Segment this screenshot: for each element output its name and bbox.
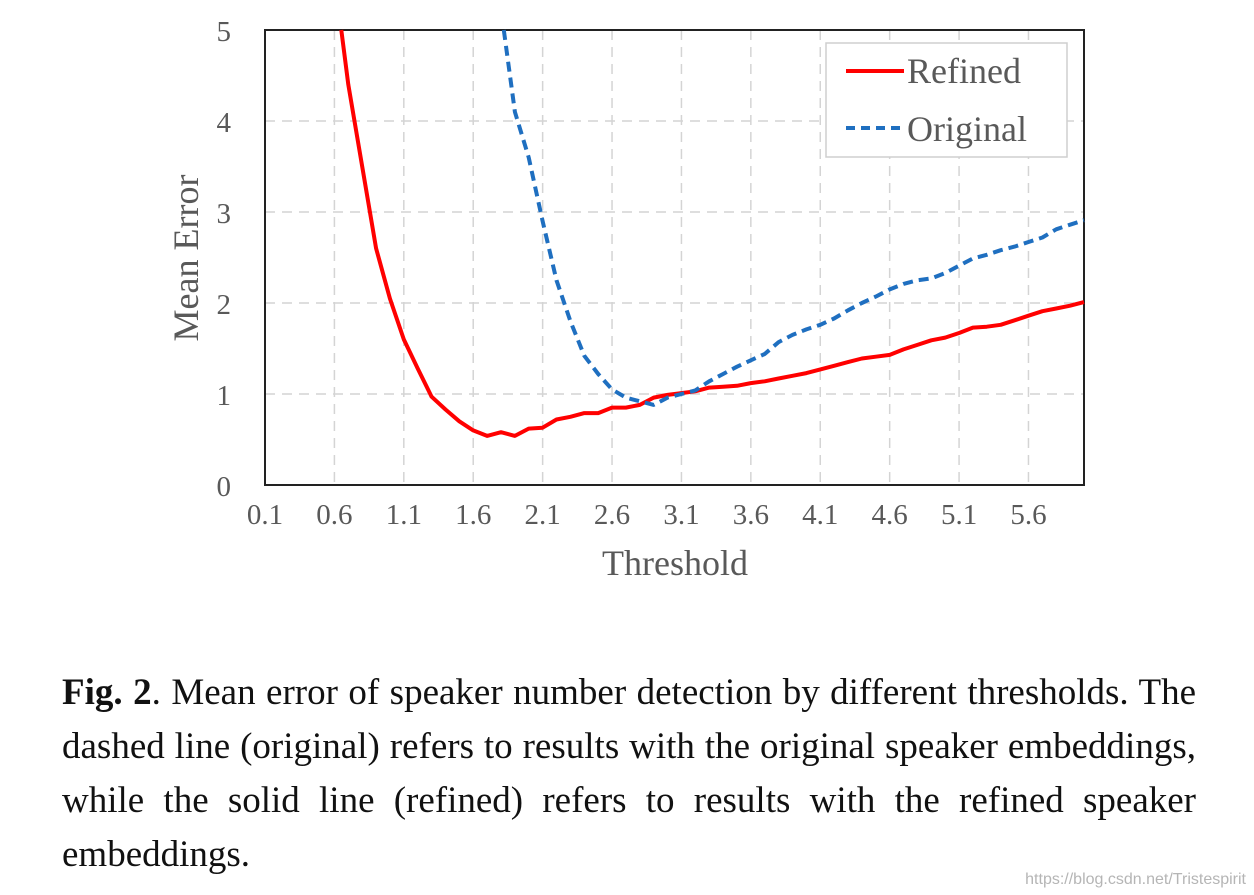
watermark: https://blog.csdn.net/Tristespirit: [1025, 871, 1246, 888]
x-tick-label: 2.1: [525, 499, 561, 531]
series-lines: [339, 29, 1085, 438]
legend-label-original: Original: [907, 109, 1027, 149]
x-tick-label: 3.1: [663, 499, 699, 531]
caption-text: . Mean error of speaker number detection…: [62, 672, 1196, 875]
figure-caption: Fig. 2. Mean error of speaker number det…: [62, 666, 1196, 882]
series-line-original: [501, 29, 1085, 407]
plot-area-border: [264, 29, 1085, 486]
y-tick-label: 4: [217, 107, 232, 139]
tick-labels: 0 1 2 3 4 5 0.1 0.6 1.1 1.6 2.1 2.6 3.1 3.6 4.1 4.6 5.1 5…: [217, 16, 1047, 531]
line-chart: 0 1 2 3 4 5 0.1 0.6 1.1 1.6 2.1 2.6 3.1 3.6 4.1 4.6 5.1 5…: [166, 16, 1085, 583]
x-tick-label: 1.1: [386, 499, 422, 531]
y-tick-label: 5: [217, 16, 232, 48]
x-tick-label: 5.6: [1010, 499, 1046, 531]
x-tick-label: 3.6: [733, 499, 769, 531]
x-axis-title: Threshold: [602, 543, 748, 583]
x-tick-label: 0.6: [316, 499, 352, 531]
y-tick-label: 3: [217, 198, 232, 230]
grid-lines: [265, 30, 1084, 485]
x-tick-label: 4.6: [872, 499, 908, 531]
y-tick-label: 1: [217, 380, 232, 412]
x-tick-label: 1.6: [455, 499, 491, 531]
x-tick-label: 0.1: [247, 499, 283, 531]
legend: Refined Original: [825, 42, 1068, 158]
y-tick-label: 2: [217, 289, 232, 321]
series-line-refined: [339, 29, 1085, 438]
x-tick-label: 4.1: [802, 499, 838, 531]
legend-box: [825, 42, 1068, 158]
legend-label-refined: Refined: [907, 51, 1021, 91]
caption-label: Fig. 2: [62, 672, 152, 713]
y-tick-label: 0: [217, 471, 232, 503]
y-axis-title: Mean Error: [166, 175, 206, 342]
x-tick-label: 5.1: [941, 499, 977, 531]
x-tick-label: 2.6: [594, 499, 630, 531]
